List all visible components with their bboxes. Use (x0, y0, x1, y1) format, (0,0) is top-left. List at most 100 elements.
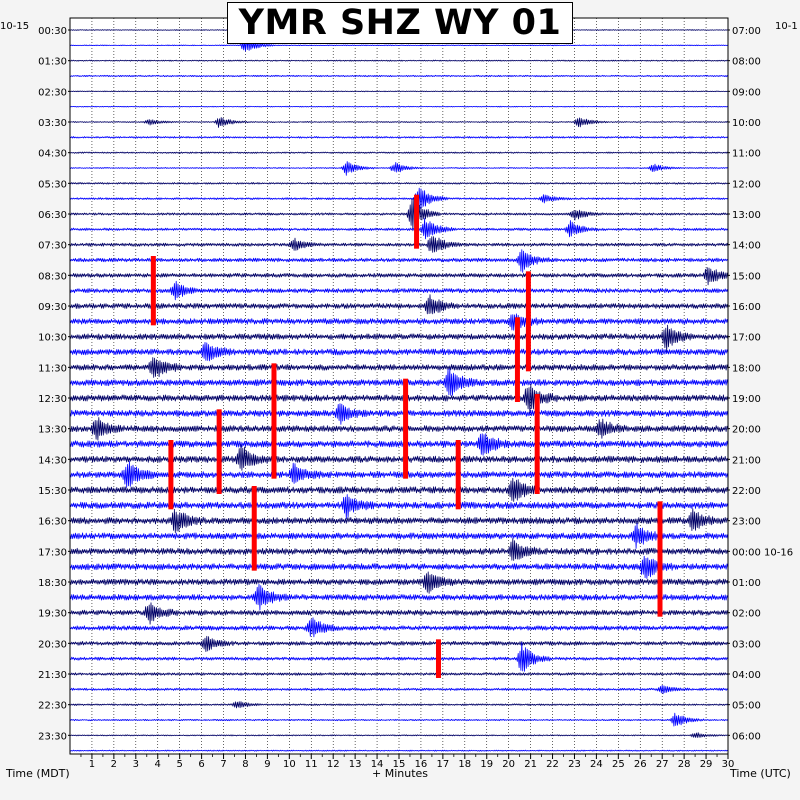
x-axis-title: + Minutes (372, 767, 429, 780)
x-tick-label-26: 26 (634, 759, 647, 770)
left-time-label: 05:30 (38, 179, 67, 190)
left-time-label: 21:30 (38, 670, 67, 681)
left-time-label: 20:30 (38, 639, 67, 650)
right-time-label: 13:00 (732, 210, 761, 221)
right-time-label: 18:00 (732, 363, 761, 374)
trace-row-6 (69, 117, 729, 128)
x-tick-label-29: 29 (700, 759, 713, 770)
trace-row-14 (69, 236, 729, 253)
x-tick-label-23: 23 (568, 759, 581, 770)
clipped-spike-9 (168, 440, 174, 510)
trace-row-22 (69, 357, 729, 378)
left-time-label: 04:30 (38, 149, 67, 160)
trace-row-12 (69, 198, 729, 232)
right-time-label: 12:00 (732, 179, 761, 190)
x-tick-label-8: 8 (242, 759, 248, 770)
clipped-spike-5 (403, 378, 409, 479)
trace-row-35 (69, 555, 729, 579)
right-time-label: 06:00 (732, 731, 761, 742)
trace-row-26 (69, 417, 729, 441)
trace-row-19 (69, 313, 729, 331)
trace-row-21 (69, 342, 729, 362)
right-time-label: 16:00 (732, 302, 761, 313)
x-tick-label-19: 19 (480, 759, 493, 770)
trace-row-38 (69, 602, 729, 625)
trace-row-1 (69, 36, 729, 52)
trace-row-16 (69, 267, 729, 286)
left-time-label: 16:30 (38, 517, 67, 528)
start-date-right: 10-1 (775, 21, 798, 32)
chart-title: YMR SHZ WY 01 (227, 2, 573, 44)
right-time-label: 14:00 (732, 241, 761, 252)
left-time-label: 13:30 (38, 425, 67, 436)
trace-row-42 (69, 672, 729, 676)
clipped-spike-6 (534, 394, 540, 494)
right-time-label: 00:00 10-16 (732, 547, 793, 558)
right-time-label: 07:00 (732, 26, 761, 37)
right-time-label: 19:00 (732, 394, 761, 405)
right-time-label: 10:00 (732, 118, 761, 129)
right-time-label: 20:00 (732, 425, 761, 436)
x-tick-label-11: 11 (305, 759, 318, 770)
x-tick-label-13: 13 (349, 759, 362, 770)
trace-row-45 (69, 712, 729, 727)
trace-row-15 (69, 249, 729, 273)
clipped-spike-12 (435, 639, 441, 678)
trace-row-27 (69, 433, 729, 456)
x-tick-label-14: 14 (371, 759, 384, 770)
x-tick-label-24: 24 (590, 759, 603, 770)
x-tick-label-20: 20 (502, 759, 515, 770)
left-time-label: 17:30 (38, 547, 67, 558)
trace-row-4 (69, 90, 729, 93)
x-tick-label-21: 21 (524, 759, 537, 770)
right-time-label: 01:00 (732, 578, 761, 589)
right-time-label: 15:00 (732, 271, 761, 282)
x-tick-label-25: 25 (612, 759, 625, 770)
trace-row-44 (69, 701, 729, 709)
trace-row-37 (69, 583, 729, 611)
clipped-spike-2 (514, 317, 520, 402)
trace-row-2 (69, 59, 729, 62)
x-tick-label-27: 27 (656, 759, 669, 770)
trace-row-17 (69, 280, 729, 301)
left-axis-title: Time (MDT) (6, 767, 70, 780)
left-time-label: 02:30 (38, 87, 67, 98)
left-time-label: 19:30 (38, 609, 67, 620)
clipped-spike-1 (150, 256, 156, 326)
plot-background (70, 18, 728, 754)
x-tick-label-17: 17 (436, 759, 449, 770)
left-time-label: 22:30 (38, 701, 67, 712)
clipped-spike-7 (216, 409, 222, 494)
right-time-label: 22:00 (732, 486, 761, 497)
trace-row-23 (69, 368, 729, 396)
trace-row-5 (69, 105, 729, 108)
trace-row-8 (69, 151, 729, 154)
right-time-label: 04:00 (732, 670, 761, 681)
left-time-label: 03:30 (38, 118, 67, 129)
right-time-label: 05:00 (732, 701, 761, 712)
clipped-spike-11 (251, 486, 257, 571)
x-tick-label-15: 15 (393, 759, 406, 770)
x-tick-label-3: 3 (133, 759, 139, 770)
right-time-label: 21:00 (732, 455, 761, 466)
trace-row-31 (69, 494, 729, 519)
trace-row-20 (69, 324, 729, 353)
x-tick-label-4: 4 (155, 759, 161, 770)
trace-row-28 (69, 444, 729, 471)
trace-row-34 (69, 538, 729, 561)
x-tick-label-7: 7 (220, 759, 226, 770)
x-tick-label-10: 10 (283, 759, 296, 770)
clipped-spike-8 (455, 440, 461, 510)
trace-row-36 (69, 571, 729, 594)
trace-row-41 (69, 642, 729, 672)
trace-row-11 (69, 187, 729, 209)
right-time-label: 11:00 (732, 149, 761, 160)
x-tick-label-1: 1 (89, 759, 95, 770)
trace-row-10 (69, 182, 729, 185)
left-time-label: 06:30 (38, 210, 67, 221)
left-time-label: 18:30 (38, 578, 67, 589)
trace-row-9 (69, 161, 729, 176)
left-time-label: 10:30 (38, 333, 67, 344)
x-tick-label-30: 30 (722, 759, 735, 770)
left-time-label: 00:30 (38, 26, 67, 37)
